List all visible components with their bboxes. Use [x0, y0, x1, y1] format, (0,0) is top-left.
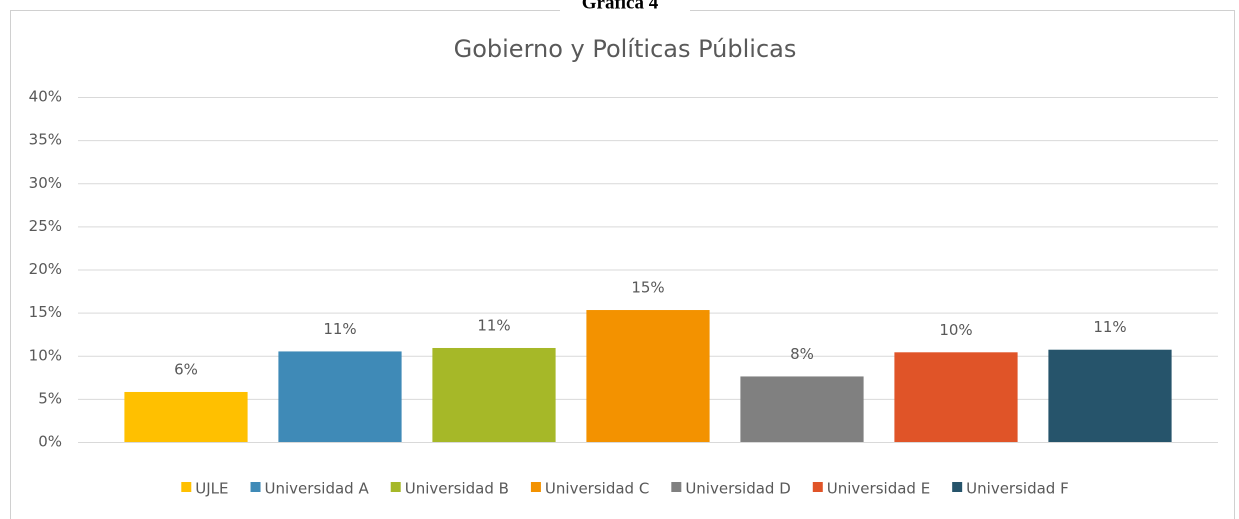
- data-label: 6%: [174, 360, 198, 378]
- legend-swatch: [530, 482, 541, 492]
- bar: [586, 310, 710, 442]
- legend-label: Universidad A: [265, 480, 370, 498]
- bar: [124, 391, 248, 442]
- y-tick-label: 25%: [29, 217, 62, 235]
- legend-label: Universidad C: [545, 480, 649, 498]
- chart-title: Gobierno y Políticas Públicas: [454, 35, 797, 63]
- legend-swatch: [952, 482, 963, 492]
- y-tick-label: 5%: [38, 389, 62, 407]
- data-label: 15%: [631, 279, 664, 297]
- legend-label: Universidad B: [405, 480, 509, 498]
- caption: Gráfica 4: [582, 0, 659, 13]
- data-label: 11%: [323, 320, 356, 338]
- y-tick-label: 35%: [29, 131, 62, 149]
- y-tick-label: 0%: [38, 433, 62, 451]
- caption-bg: [560, 0, 690, 14]
- bar: [432, 347, 556, 442]
- y-tick-label: 40%: [29, 88, 62, 106]
- legend-swatch: [671, 482, 682, 492]
- bar: [894, 352, 1018, 442]
- legend-label: Universidad E: [827, 480, 930, 498]
- bar: [1048, 349, 1172, 442]
- data-label: 11%: [1093, 318, 1126, 336]
- data-label: 11%: [477, 316, 510, 334]
- legend-swatch: [250, 482, 261, 492]
- data-label: 10%: [939, 321, 972, 339]
- y-tick-label: 30%: [29, 174, 62, 192]
- bar: [740, 376, 864, 442]
- data-label: 8%: [790, 345, 814, 363]
- legend-label: Universidad D: [685, 480, 790, 498]
- bar: [278, 351, 402, 442]
- legend-label: UJLE: [195, 480, 228, 498]
- legend-swatch: [181, 482, 192, 492]
- y-tick-label: 20%: [29, 260, 62, 278]
- legend-swatch: [812, 482, 823, 492]
- y-tick-label: 15%: [29, 303, 62, 321]
- legend-swatch: [390, 482, 401, 492]
- legend-label: Universidad F: [966, 480, 1069, 498]
- y-tick-label: 10%: [29, 346, 62, 364]
